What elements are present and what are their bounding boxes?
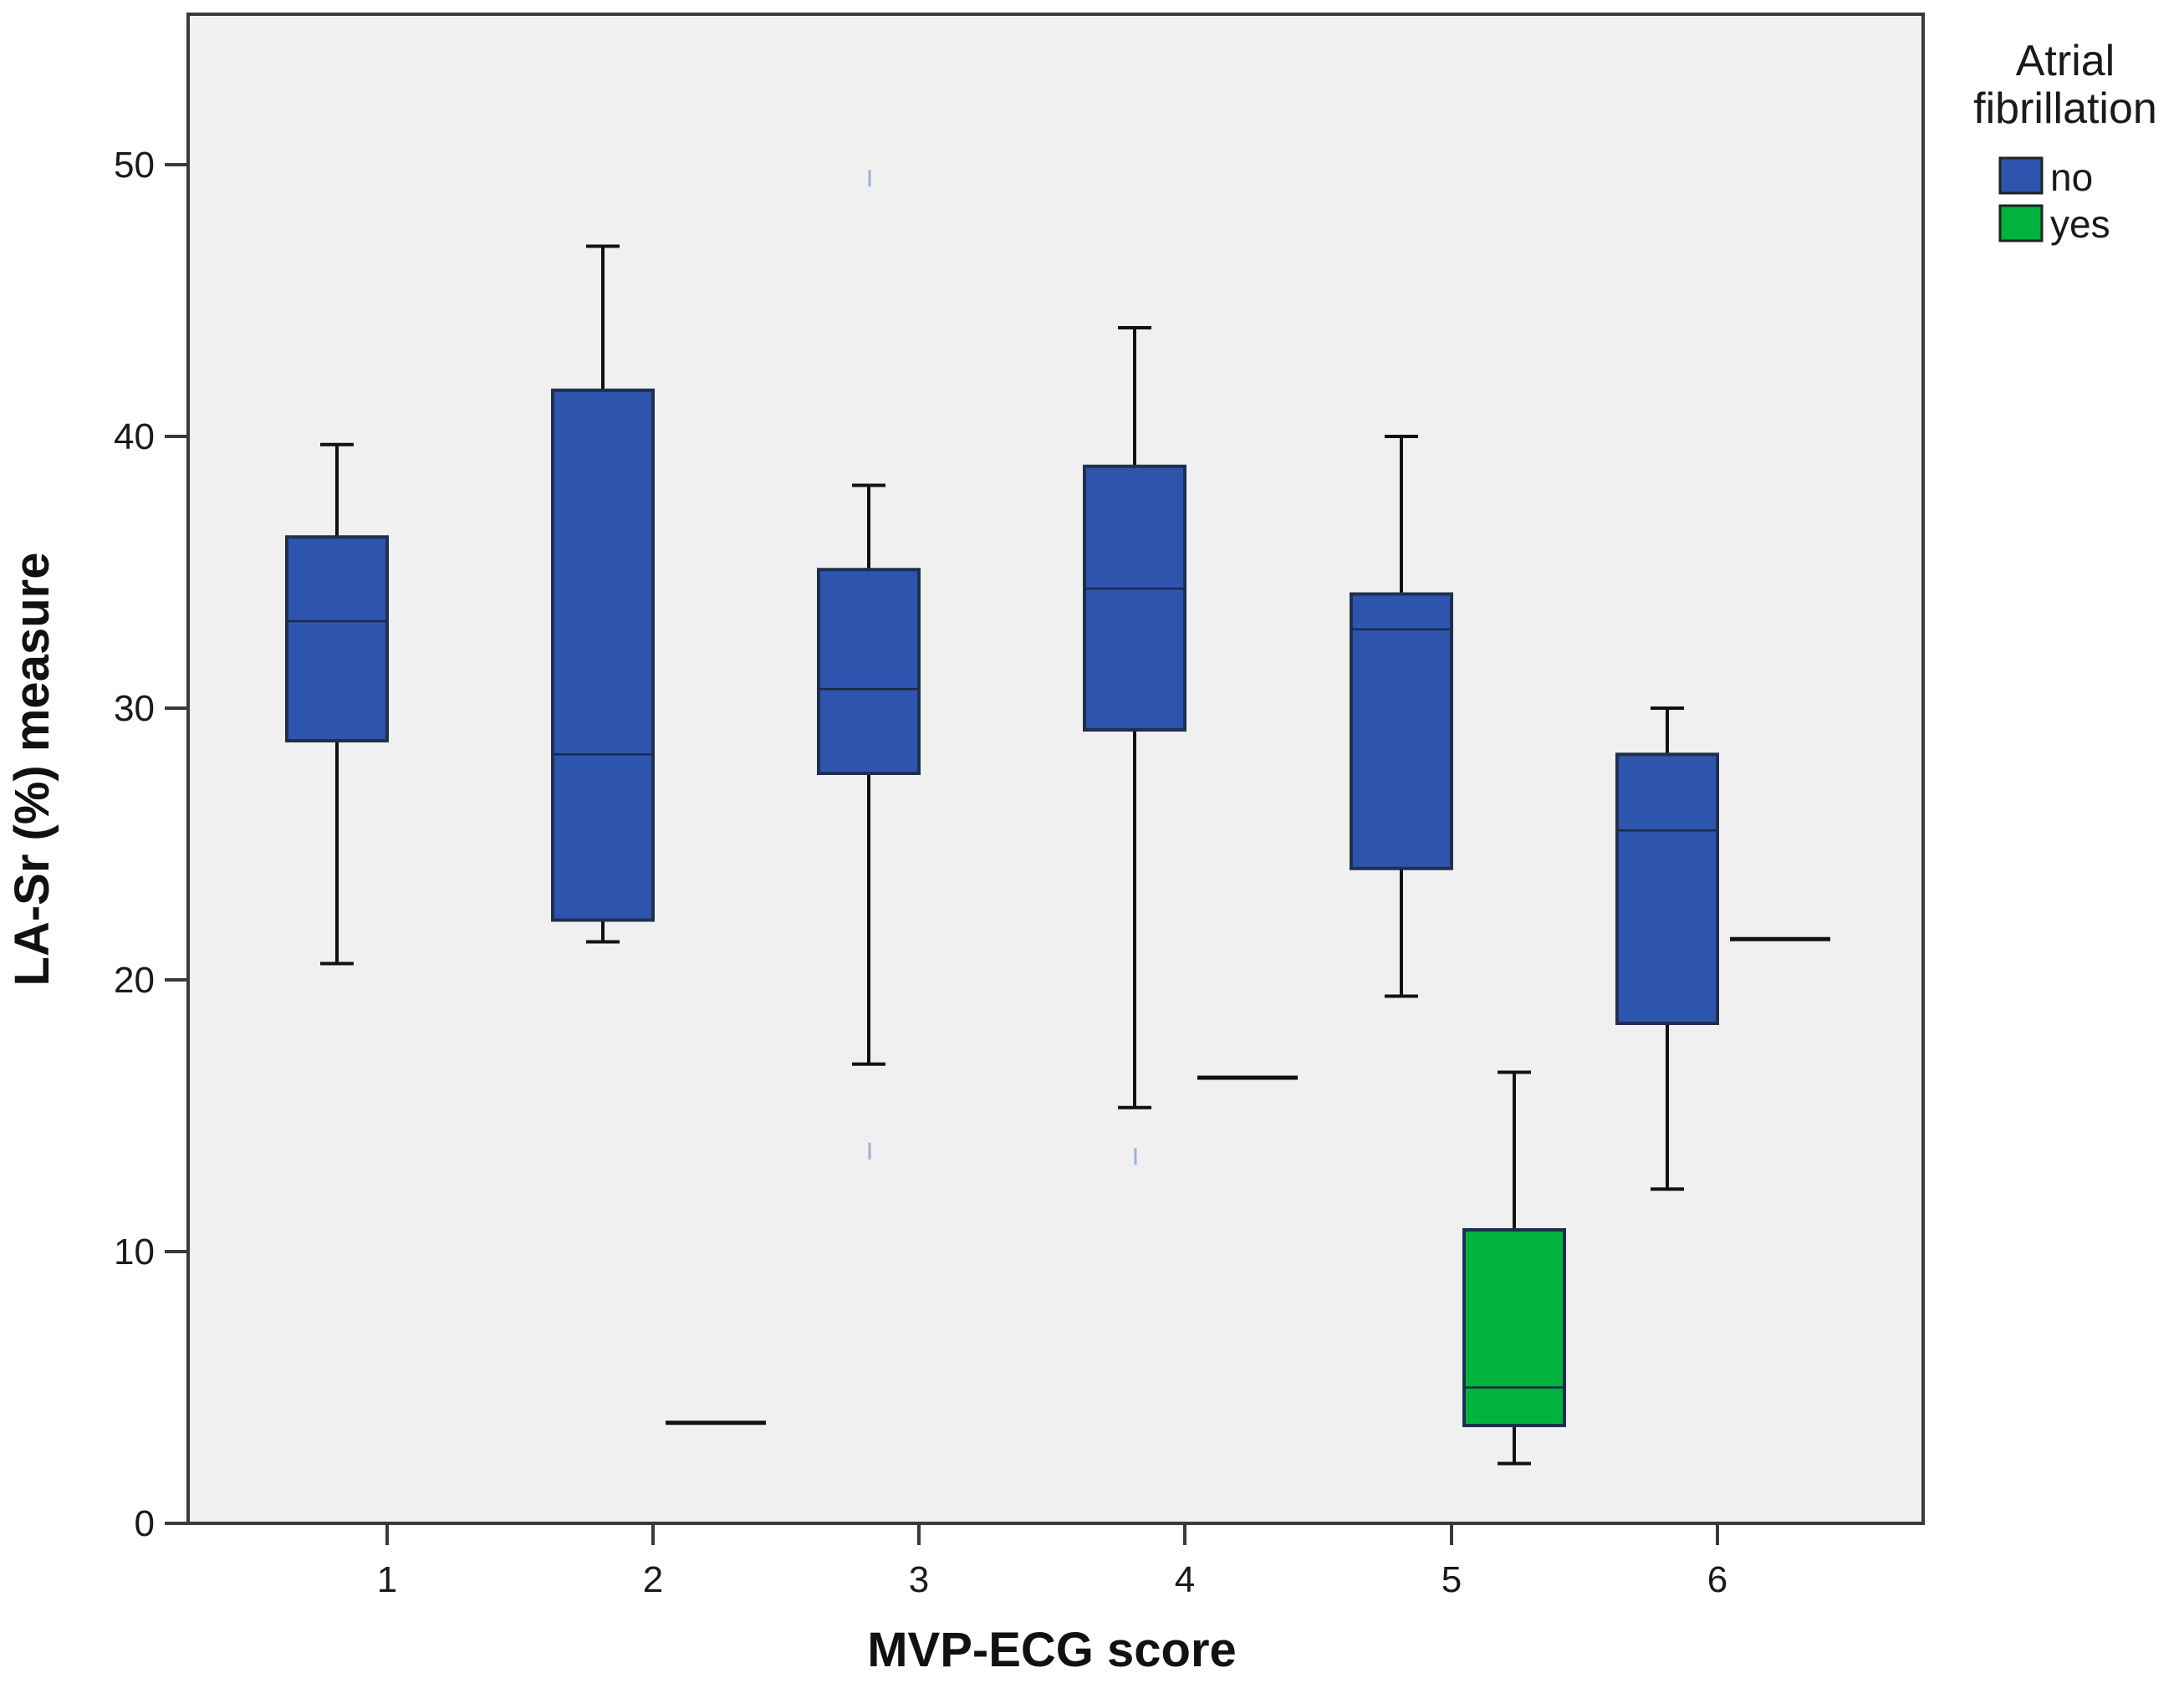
y-tick-label-30: 30	[114, 688, 155, 729]
iqr-box	[1462, 1228, 1566, 1427]
legend-label-no: no	[2050, 156, 2093, 199]
y-tick-label-0: 0	[135, 1503, 155, 1544]
legend-title-line2: fibrillation	[1973, 84, 2157, 133]
x-axis: 1 2 3 4 5 6	[377, 1523, 1727, 1600]
y-tick-label-40: 40	[114, 416, 155, 457]
iqr-box	[551, 388, 655, 922]
x-tick-label-6: 6	[1707, 1559, 1727, 1600]
y-tick-label-20: 20	[114, 960, 155, 1001]
legend-swatch-yes	[1998, 204, 2044, 242]
box-layer	[285, 244, 1830, 1466]
box-yes-score-5	[1462, 1070, 1566, 1466]
iqr-box	[1083, 464, 1186, 732]
x-tick-label-4: 4	[1175, 1559, 1195, 1600]
legend-label-yes: yes	[2050, 202, 2110, 246]
iqr-box	[817, 568, 921, 775]
x-tick-label-1: 1	[377, 1559, 397, 1600]
legend-title-line1: Atrial	[2016, 37, 2115, 85]
x-tick-label-3: 3	[909, 1559, 929, 1600]
box-no-score-1	[285, 442, 389, 966]
box-no-score-2	[551, 244, 655, 944]
iqr-box	[1350, 592, 1453, 870]
iqr-box	[285, 535, 389, 742]
box-no-score-4	[1083, 326, 1186, 1109]
stray-marks	[868, 170, 1137, 1165]
legend-swatch-no	[1998, 156, 2044, 195]
y-axis: 0 10 20 30 40 50	[114, 145, 188, 1544]
box-no-score-5	[1350, 435, 1453, 998]
x-axis-title: MVP-ECG score	[867, 1623, 1237, 1677]
box-no-score-6	[1615, 706, 1719, 1191]
y-axis-title: LA-Sr (%) measure	[5, 553, 59, 987]
x-tick-label-5: 5	[1442, 1559, 1462, 1600]
legend: Atrial fibrillation no yes	[1973, 37, 2157, 246]
y-tick-label-10: 10	[114, 1232, 155, 1272]
x-tick-label-2: 2	[643, 1559, 663, 1600]
iqr-box	[1615, 752, 1719, 1025]
box-no-score-3	[817, 483, 921, 1066]
y-tick-label-50: 50	[114, 145, 155, 186]
